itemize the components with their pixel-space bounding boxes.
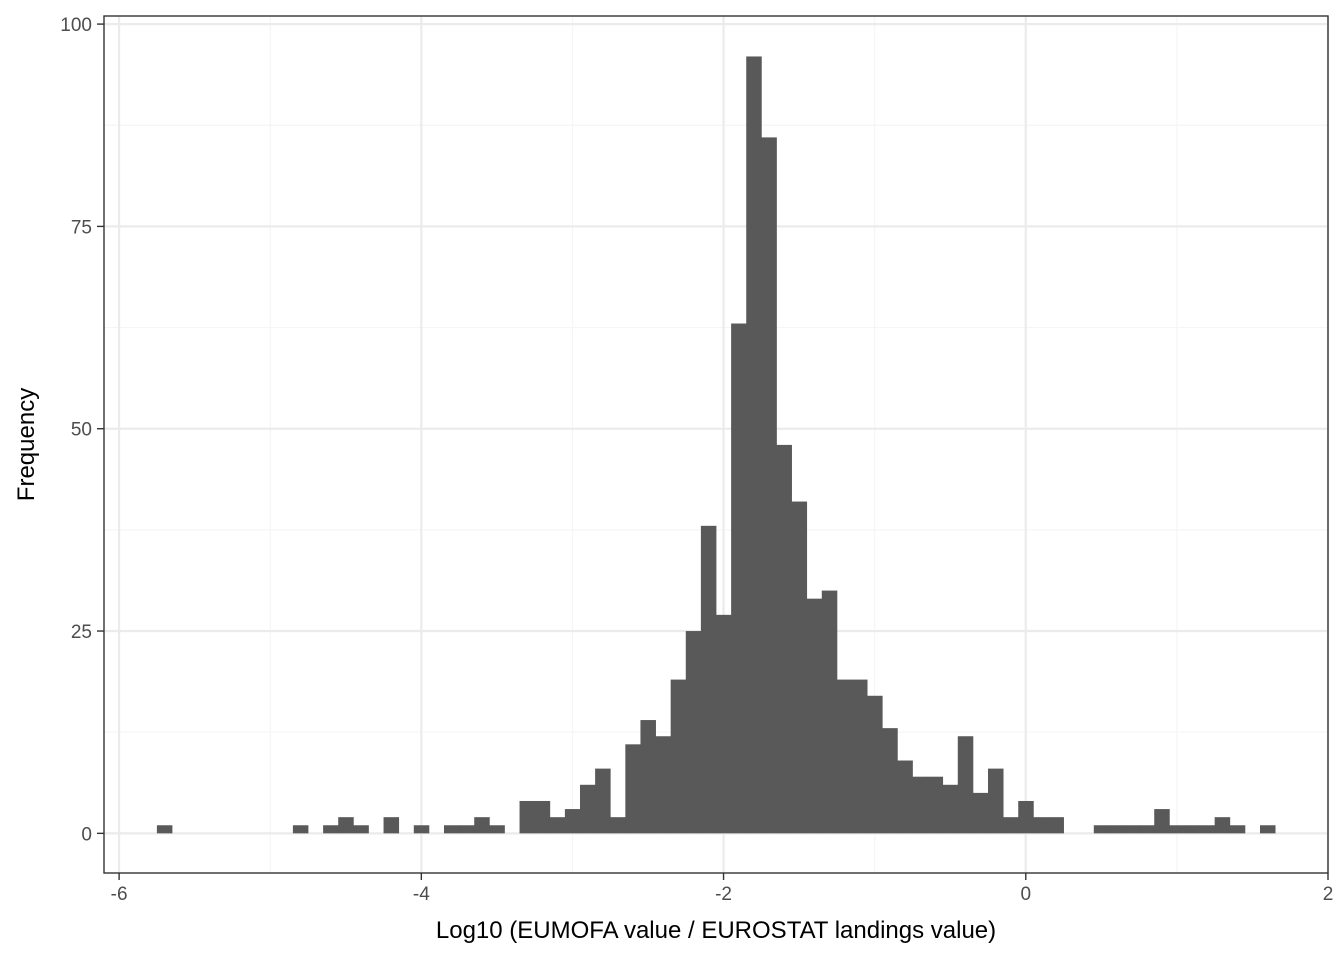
histogram-bar xyxy=(323,825,339,834)
histogram-bar xyxy=(821,590,838,834)
histogram-bar xyxy=(595,768,611,834)
histogram-bar xyxy=(836,679,853,834)
histogram-bar xyxy=(942,784,959,834)
histogram-bar xyxy=(1033,817,1049,834)
x-axis-title: Log10 (EUMOFA value / EUROSTAT landings … xyxy=(436,917,996,944)
histogram-bar xyxy=(1260,825,1276,834)
histogram-bar xyxy=(580,784,596,834)
histogram-bar xyxy=(534,800,551,834)
histogram-bar xyxy=(459,825,475,834)
histogram-bar xyxy=(1048,817,1064,834)
histogram-bar xyxy=(972,792,989,834)
histogram-bar xyxy=(489,825,505,834)
histogram-bar xyxy=(353,825,369,834)
histogram-bar xyxy=(1139,825,1155,834)
histogram-bar xyxy=(1184,825,1200,834)
histogram-bar xyxy=(610,817,626,834)
histogram-bar xyxy=(1169,825,1185,834)
histogram-bar xyxy=(625,744,641,834)
panel-border xyxy=(103,15,1329,874)
y-tick-label: 25 xyxy=(71,622,92,643)
histogram-bar xyxy=(1214,817,1231,834)
histogram-bar xyxy=(882,728,898,834)
histogram-bar xyxy=(988,768,1004,834)
histogram-bar xyxy=(867,695,883,834)
x-tick-label: -4 xyxy=(413,884,430,905)
y-tick-label: 50 xyxy=(71,420,92,441)
histogram-bar xyxy=(413,825,430,834)
histogram-bars xyxy=(156,56,1276,834)
histogram-bar xyxy=(700,525,717,834)
histogram-bar xyxy=(444,825,460,834)
histogram-bar xyxy=(806,598,823,834)
histogram-bar xyxy=(776,444,792,834)
histogram-bar xyxy=(1003,817,1019,834)
histogram-bar xyxy=(292,825,309,834)
histogram-bar xyxy=(716,614,732,834)
histogram-bar xyxy=(957,736,974,834)
histogram-bar xyxy=(655,736,672,834)
histogram-bar xyxy=(1199,825,1216,834)
histogram-bar xyxy=(761,137,777,834)
histogram-bar xyxy=(1093,825,1110,834)
histogram-bar xyxy=(912,776,928,834)
histogram-bar xyxy=(564,809,581,834)
x-tick-label: -2 xyxy=(715,884,732,905)
histogram-bar xyxy=(731,323,747,834)
x-tick-label: -6 xyxy=(111,884,128,905)
histogram-bar xyxy=(640,720,656,834)
histogram-bar xyxy=(474,817,490,834)
y-tick-label: 75 xyxy=(71,217,92,238)
histogram-bar xyxy=(1154,809,1170,834)
histogram-bar xyxy=(519,800,536,834)
axes: -6 -4 -2 0 2 0 25 50 75 100 xyxy=(60,15,1333,905)
histogram-bar xyxy=(549,817,566,834)
histogram-bar xyxy=(791,501,808,834)
y-tick-label: 0 xyxy=(81,824,92,845)
histogram-bar xyxy=(746,56,762,834)
histogram-bar xyxy=(685,631,702,834)
histogram-bar xyxy=(897,760,913,834)
histogram-bar xyxy=(1018,800,1034,834)
histogram-bar xyxy=(1108,825,1125,834)
histogram-bar xyxy=(156,825,173,834)
y-axis-title: Frequency xyxy=(13,388,40,501)
histogram-bar xyxy=(670,679,687,834)
histogram-bar xyxy=(852,679,868,834)
x-tick-label: 0 xyxy=(1020,884,1031,905)
histogram-bar xyxy=(1124,825,1140,834)
histogram-bar xyxy=(383,817,400,834)
histogram-bar xyxy=(338,817,354,834)
y-tick-label: 100 xyxy=(60,15,92,36)
histogram-bar xyxy=(927,776,944,834)
x-tick-label: 2 xyxy=(1323,884,1334,905)
histogram-bar xyxy=(1229,825,1246,834)
